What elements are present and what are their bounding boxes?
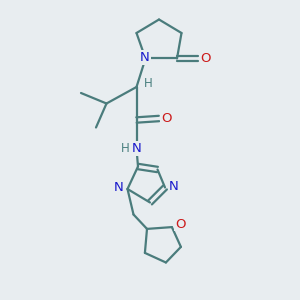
Text: N: N [140,51,150,64]
Text: N: N [114,181,123,194]
Text: N: N [169,179,179,193]
Text: N: N [132,142,142,155]
Text: H: H [121,142,130,155]
Text: O: O [200,52,211,65]
Text: O: O [161,112,172,125]
Text: H: H [143,77,152,90]
Text: O: O [175,218,185,231]
